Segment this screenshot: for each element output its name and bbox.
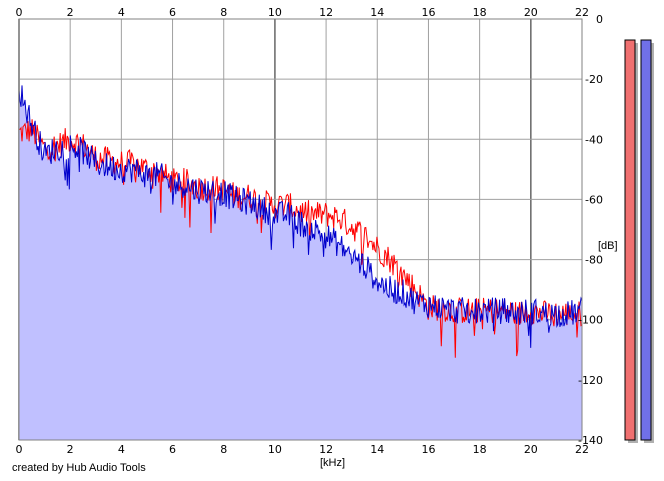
x-tick-label-top: 10 (268, 6, 282, 19)
x-tick-label-bottom: 20 (524, 443, 538, 456)
level-meters (624, 39, 654, 443)
x-tick-label-bottom: 22 (575, 443, 589, 456)
blue-series-line (18, 85, 583, 348)
plot-border (18, 18, 583, 441)
x-axis-label: [kHz] (320, 457, 346, 469)
y-tick-label: 0 (596, 13, 603, 26)
series-lines (18, 85, 583, 358)
credit-text: created by Hub Audio Tools (12, 462, 146, 474)
x-tick-label-bottom: 6 (169, 443, 176, 456)
x-tick-label-bottom: 0 (16, 443, 23, 456)
x-tick-label-top: 22 (575, 6, 589, 19)
x-tick-label-top: 18 (473, 6, 487, 19)
y-tick-label: -140 (578, 434, 603, 447)
y-tick-label: -120 (578, 374, 603, 387)
x-tick-label-bottom: 14 (370, 443, 384, 456)
y-tick-label: -20 (585, 73, 603, 86)
x-tick-label-top: 20 (524, 6, 538, 19)
x-tick-label-top: 2 (67, 6, 74, 19)
y-tick-label: -60 (585, 193, 603, 206)
x-tick-label-top: 8 (220, 6, 227, 19)
x-tick-label-top: 0 (16, 6, 23, 19)
x-tick-label-bottom: 12 (319, 443, 333, 456)
x-tick-label-bottom: 4 (118, 443, 125, 456)
y-tick-labels: 0 -20 -40 -60 -80 -100 -120 -140 (578, 13, 603, 447)
x-tick-label-top: 6 (169, 6, 176, 19)
x-tick-label-top: 16 (421, 6, 435, 19)
y-tick-label: -100 (578, 314, 603, 327)
x-tick-label-bottom: 18 (473, 443, 487, 456)
x-tick-label-top: 14 (370, 6, 384, 19)
x-tick-label-bottom: 16 (421, 443, 435, 456)
y-tick-label: -80 (585, 254, 603, 267)
x-tick-label-bottom: 2 (67, 443, 74, 456)
x-tick-label-top: 12 (319, 6, 333, 19)
x-tick-label-top: 4 (118, 6, 125, 19)
x-tick-label-bottom: 10 (268, 443, 282, 456)
right-level-meter (640, 39, 652, 441)
left-level-meter (624, 39, 636, 441)
y-axis-label: [dB] (598, 240, 618, 252)
x-tick-label-bottom: 8 (220, 443, 227, 456)
y-tick-label: -40 (585, 133, 603, 146)
